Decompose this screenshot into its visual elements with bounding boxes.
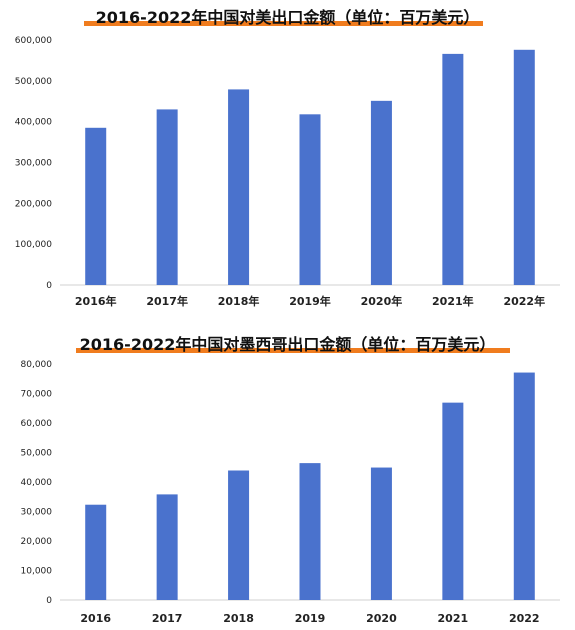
y-tick-label: 20,000 — [21, 537, 53, 547]
x-tick-label: 2020 — [366, 612, 397, 625]
x-tick-label: 2018 — [223, 612, 254, 625]
y-tick-label: 100,000 — [15, 240, 52, 250]
bar — [228, 89, 250, 286]
x-tick-label: 2022年 — [503, 294, 545, 308]
bar — [156, 109, 178, 286]
bar — [85, 127, 107, 286]
bar-chart-canvas: 0 10,000 20,000 30,000 40,000 50,000 60,000 70,… — [21, 360, 560, 625]
us-export-chart: 2016-2022年中国对美出口金额（单位：百万美元） 0 100,000 200,… — [15, 8, 560, 308]
x-tick-label: 2017年 — [146, 294, 188, 308]
bar — [513, 372, 535, 600]
chart-title: 2016-2022年中国对墨西哥出口金额（单位：百万美元） — [79, 335, 496, 354]
y-tick-label: 40,000 — [21, 478, 53, 488]
y-tick-label: 60,000 — [21, 419, 53, 429]
y-tick-label: 30,000 — [21, 508, 53, 518]
chart-title: 2016-2022年中国对美出口金额（单位：百万美元） — [95, 8, 480, 27]
x-tick-label: 2021 — [438, 612, 469, 625]
bar — [156, 494, 178, 600]
y-tick-label: 50,000 — [21, 449, 53, 459]
y-tick-label: 600,000 — [15, 36, 52, 46]
mexico-export-chart: 2016-2022年中国对墨西哥出口金额（单位：百万美元） 0 10,000 20,… — [0, 320, 575, 630]
y-tick-label: 400,000 — [15, 118, 52, 128]
y-tick-label: 200,000 — [15, 199, 52, 209]
x-tick-label: 2019 — [295, 612, 326, 625]
bar — [442, 53, 464, 286]
y-tick-label: 80,000 — [21, 360, 53, 370]
title-underline — [84, 21, 483, 26]
bar — [299, 463, 321, 600]
bar — [299, 114, 321, 285]
x-tick-label: 2018年 — [218, 294, 260, 308]
x-tick-label: 2016 — [80, 612, 111, 625]
bar-chart-canvas: 0 100,000 200,000 300,000 400,000 500,000 600,… — [15, 36, 560, 308]
x-tick-label: 2021年 — [432, 294, 474, 308]
x-tick-label: 2019年 — [289, 294, 331, 308]
x-tick-label: 2016年 — [75, 294, 117, 308]
bar — [513, 49, 535, 285]
x-tick-label: 2020年 — [361, 294, 403, 308]
bar — [228, 470, 250, 600]
y-tick-label: 300,000 — [15, 159, 52, 169]
bar — [370, 467, 392, 600]
bar — [442, 402, 464, 600]
title-underline — [76, 348, 510, 353]
x-tick-label: 2017 — [152, 612, 183, 625]
y-tick-label: 70,000 — [21, 390, 53, 400]
y-tick-label: 0 — [46, 596, 52, 606]
y-tick-label: 10,000 — [21, 567, 53, 577]
y-tick-label: 0 — [46, 281, 52, 291]
bar — [370, 100, 392, 285]
x-tick-label: 2022 — [509, 612, 540, 625]
bar — [85, 504, 107, 600]
y-tick-label: 500,000 — [15, 77, 52, 87]
